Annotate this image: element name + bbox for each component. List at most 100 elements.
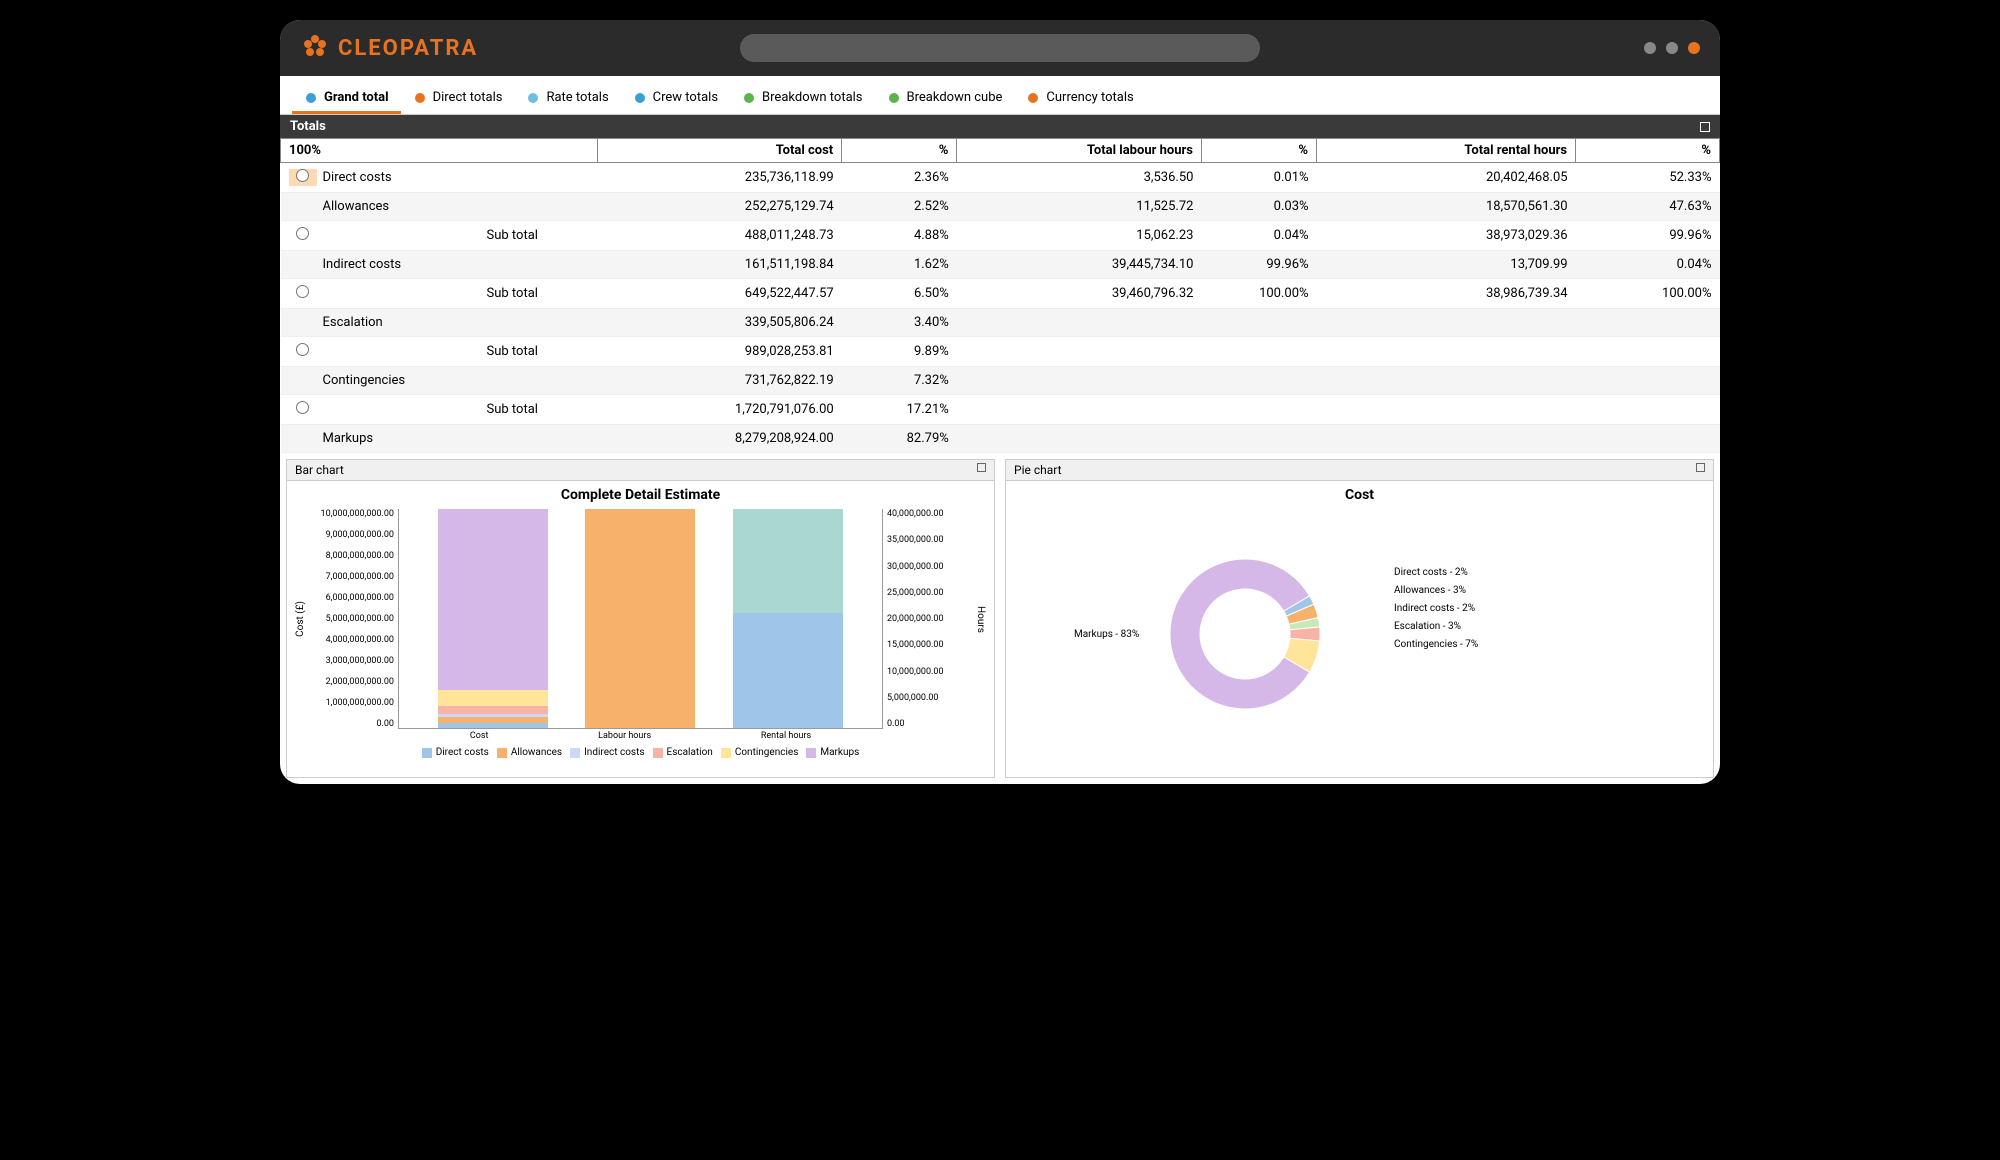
cell-labour_pct xyxy=(1201,309,1316,337)
y-tick: 25,000,000.00 xyxy=(887,588,975,598)
pie-chart-title: Cost xyxy=(1014,487,1705,503)
y-tick: 0.00 xyxy=(887,719,975,729)
row-radio[interactable] xyxy=(296,343,309,356)
y-axis-right-label: Hours xyxy=(975,606,986,633)
cell-cost: 989,028,253.81 xyxy=(597,337,842,367)
cell-labour: 3,536.50 xyxy=(957,163,1202,193)
titlebar: CLEOPATRA xyxy=(280,20,1720,76)
cell-cost_pct: 82.79% xyxy=(842,425,957,453)
tab-icon xyxy=(887,91,901,105)
table-row[interactable]: Sub total989,028,253.819.89% xyxy=(281,337,1720,367)
row-label-cell: Escalation xyxy=(281,309,598,337)
table-row[interactable]: Sub total649,522,447.576.50%39,460,796.3… xyxy=(281,279,1720,309)
cell-labour xyxy=(957,425,1202,453)
row-label: Sub total xyxy=(317,228,538,243)
cell-cost_pct: 4.88% xyxy=(842,221,957,251)
tab-label: Crew totals xyxy=(653,90,718,105)
column-header[interactable]: 100% xyxy=(281,139,598,163)
tab-breakdown-cube[interactable]: Breakdown cube xyxy=(875,84,1015,114)
category-label: Labour hours xyxy=(598,731,651,741)
bars-plot xyxy=(398,509,883,729)
tab-crew-totals[interactable]: Crew totals xyxy=(621,84,730,114)
row-radio[interactable] xyxy=(296,169,309,182)
tab-icon xyxy=(1026,91,1040,105)
column-header[interactable]: % xyxy=(842,139,957,163)
bar-chart-panel: Bar chart Complete Detail Estimate Cost … xyxy=(286,459,995,778)
y-tick: 20,000,000.00 xyxy=(887,614,975,624)
tab-label: Currency totals xyxy=(1046,90,1133,105)
tab-direct-totals[interactable]: Direct totals xyxy=(401,84,515,114)
tab-breakdown-totals[interactable]: Breakdown totals xyxy=(730,84,874,114)
cell-rental: 20,402,468.05 xyxy=(1317,163,1576,193)
tab-icon xyxy=(742,91,756,105)
row-label: Allowances xyxy=(317,199,390,214)
cell-cost: 161,511,198.84 xyxy=(597,251,842,279)
row-label-cell: Sub total xyxy=(281,337,598,367)
table-row[interactable]: Sub total488,011,248.734.88%15,062.230.0… xyxy=(281,221,1720,251)
cell-labour_pct xyxy=(1201,395,1316,425)
cell-rental_pct: 100.00% xyxy=(1576,279,1720,309)
category-label: Rental hours xyxy=(761,731,811,741)
cell-cost_pct: 2.36% xyxy=(842,163,957,193)
cell-cost: 235,736,118.99 xyxy=(597,163,842,193)
window-control-dot[interactable] xyxy=(1666,42,1678,54)
y-tick: 4,000,000,000.00 xyxy=(306,635,394,645)
window-control-dot[interactable] xyxy=(1688,42,1700,54)
column-header[interactable]: Total rental hours xyxy=(1317,139,1576,163)
y-axis-left: 10,000,000,000.009,000,000,000.008,000,0… xyxy=(306,509,398,729)
window-controls xyxy=(1644,42,1700,54)
column-header[interactable]: Total cost xyxy=(597,139,842,163)
table-row[interactable]: Indirect costs161,511,198.841.62%39,445,… xyxy=(281,251,1720,279)
cell-rental xyxy=(1317,367,1576,395)
column-header[interactable]: Total labour hours xyxy=(957,139,1202,163)
charts-row: Bar chart Complete Detail Estimate Cost … xyxy=(280,453,1720,784)
row-label: Sub total xyxy=(317,402,538,417)
legend-item: Indirect costs xyxy=(570,747,644,758)
column-header[interactable]: % xyxy=(1576,139,1720,163)
row-label: Contingencies xyxy=(317,373,406,388)
cell-rental xyxy=(1317,425,1576,453)
maximize-icon[interactable] xyxy=(977,463,986,472)
cell-cost: 339,505,806.24 xyxy=(597,309,842,337)
table-row[interactable]: Contingencies731,762,822.197.32% xyxy=(281,367,1720,395)
search-input[interactable] xyxy=(740,34,1260,62)
y-tick: 5,000,000.00 xyxy=(887,693,975,703)
row-label: Escalation xyxy=(317,315,383,330)
row-radio[interactable] xyxy=(296,401,309,414)
table-row[interactable]: Escalation339,505,806.243.40% xyxy=(281,309,1720,337)
tab-rate-totals[interactable]: Rate totals xyxy=(514,84,620,114)
bar-segment xyxy=(438,706,548,713)
tab-label: Breakdown cube xyxy=(907,90,1003,105)
y-tick: 9,000,000,000.00 xyxy=(306,530,394,540)
cell-rental xyxy=(1317,395,1576,425)
tab-currency-totals[interactable]: Currency totals xyxy=(1014,84,1145,114)
cell-labour_pct: 0.03% xyxy=(1201,193,1316,221)
y-tick: 30,000,000.00 xyxy=(887,562,975,572)
row-label-cell: Allowances xyxy=(281,193,598,221)
logo-icon xyxy=(300,31,330,65)
column-header[interactable]: % xyxy=(1201,139,1316,163)
table-row[interactable]: Allowances252,275,129.742.52%11,525.720.… xyxy=(281,193,1720,221)
maximize-icon[interactable] xyxy=(1700,122,1710,132)
cell-rental_pct: 0.04% xyxy=(1576,251,1720,279)
cell-labour_pct: 100.00% xyxy=(1201,279,1316,309)
tab-grand-total[interactable]: Grand total xyxy=(292,84,401,114)
totals-header: Totals xyxy=(280,115,1720,138)
bar-column xyxy=(733,509,843,728)
row-radio[interactable] xyxy=(296,227,309,240)
bar-segment xyxy=(733,509,843,613)
row-radio[interactable] xyxy=(296,285,309,298)
legend-item: Escalation xyxy=(653,747,713,758)
table-row[interactable]: Markups8,279,208,924.0082.79% xyxy=(281,425,1720,453)
cell-labour: 39,460,796.32 xyxy=(957,279,1202,309)
cell-rental xyxy=(1317,309,1576,337)
maximize-icon[interactable] xyxy=(1696,463,1705,472)
y-tick: 3,000,000,000.00 xyxy=(306,656,394,666)
table-row[interactable]: Sub total1,720,791,076.0017.21% xyxy=(281,395,1720,425)
row-label-cell: Sub total xyxy=(281,221,598,251)
tab-icon xyxy=(633,91,647,105)
table-row[interactable]: Direct costs235,736,118.992.36%3,536.500… xyxy=(281,163,1720,193)
cell-labour: 11,525.72 xyxy=(957,193,1202,221)
logo: CLEOPATRA xyxy=(300,31,478,65)
window-control-dot[interactable] xyxy=(1644,42,1656,54)
